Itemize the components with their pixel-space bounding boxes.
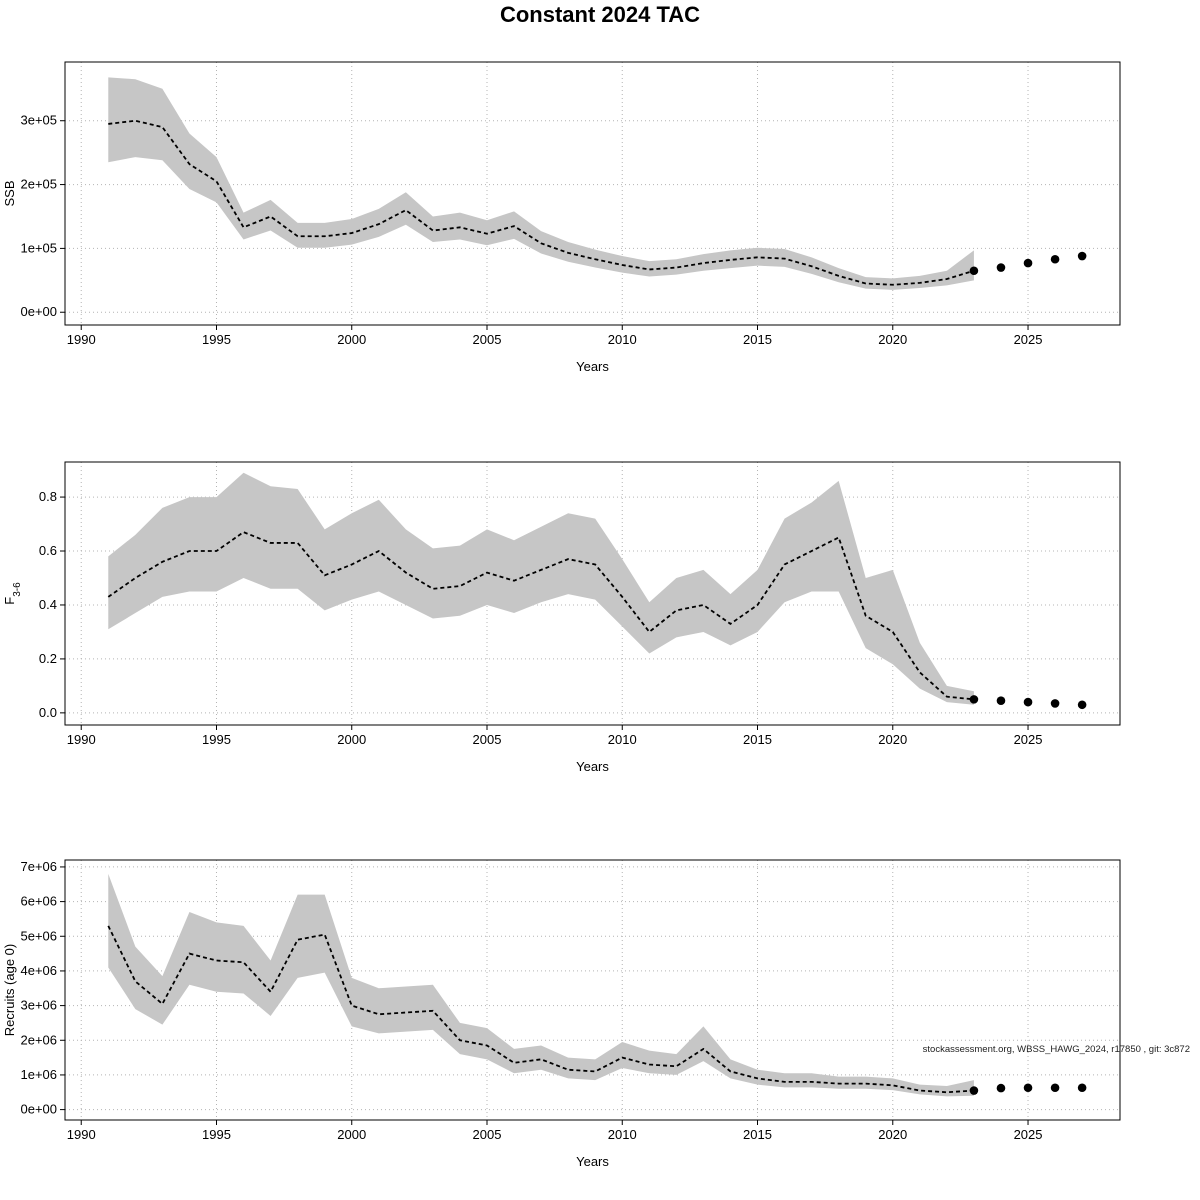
ssb-panel: 1990 1995 2000 2005 2010 2015 2020 2025 0e+00 1e+… (2, 61, 1121, 374)
x-tick-label: 2015 (743, 1127, 772, 1142)
x-tick-label: 2025 (1014, 1127, 1043, 1142)
y-tick-label: 6e+06 (20, 894, 57, 909)
y-tick-label: 0.0 (39, 705, 57, 720)
x-axis-title: Years (576, 759, 609, 774)
fbar-forecast-point (1077, 700, 1087, 710)
x-tick-label: 2025 (1014, 332, 1043, 347)
y-tick-label: 0e+00 (20, 1102, 57, 1117)
y-tick-label: 5e+06 (20, 928, 57, 943)
x-tick-label: 2020 (878, 332, 907, 347)
fbar-panel: 1990 1995 2000 2005 2010 2015 2020 2025 0.0 0.2 0.… (2, 461, 1121, 774)
x-tick-label: 1990 (67, 332, 96, 347)
y-tick-label: 7e+06 (20, 859, 57, 874)
y-tick-label: 3e+06 (20, 998, 57, 1013)
x-tick-label: 1995 (202, 1127, 231, 1142)
y-tick-label: 0.6 (39, 543, 57, 558)
y-tick-label: 0.2 (39, 651, 57, 666)
x-tick-label: 2005 (473, 1127, 502, 1142)
fbar-confidence-band (108, 472, 974, 705)
x-tick-label: 1995 (202, 732, 231, 747)
x-tick-label: 2020 (878, 732, 907, 747)
watermark-text: stockassessment.org, WBSS_HAWG_2024, r17… (923, 1044, 1190, 1055)
ssb-forecast-point (969, 266, 979, 276)
plot-border (64, 61, 1121, 326)
x-tick-label: 2025 (1014, 732, 1043, 747)
recruits-forecast-point (1077, 1083, 1087, 1093)
ssb-forecast-point (1077, 251, 1087, 261)
x-tick-label: 2015 (743, 732, 772, 747)
x-tick-label: 2005 (473, 332, 502, 347)
fbar-forecast-point (1050, 699, 1060, 708)
fbar-forecast-point (996, 696, 1006, 706)
y-tick-label: 2e+05 (20, 177, 57, 192)
recruits-forecast-point (996, 1083, 1006, 1093)
y-tick-label: 0e+00 (20, 304, 57, 319)
y-axis-title: F3-6 (2, 582, 23, 605)
ssb-forecast-point (1023, 258, 1033, 268)
y-axis-title: SSB (2, 180, 17, 206)
x-tick-label: 2020 (878, 1127, 907, 1142)
x-tick-label: 2005 (473, 732, 502, 747)
fbar-forecast-point (1023, 697, 1033, 707)
x-tick-label: 2010 (608, 732, 637, 747)
x-tick-label: 2010 (608, 1127, 637, 1142)
x-tick-label: 2010 (608, 332, 637, 347)
recruits-forecast-point (969, 1086, 979, 1095)
y-tick-label: 0.8 (39, 489, 57, 504)
x-tick-label: 2015 (743, 332, 772, 347)
y-tick-label: 3e+05 (20, 113, 57, 128)
y-tick-label: 2e+06 (20, 1032, 57, 1047)
x-tick-label: 1995 (202, 332, 231, 347)
y-tick-label: 1e+06 (20, 1067, 57, 1082)
x-tick-label: 1990 (67, 1127, 96, 1142)
recruits-panel: 1990 1995 2000 2005 2010 2015 2020 2025 0e+00 1e+… (2, 859, 1190, 1169)
x-axis-title: Years (576, 1154, 609, 1169)
y-axis-title: Recruits (age 0) (2, 944, 17, 1036)
y-tick-label: 0.4 (39, 597, 57, 612)
figure-title: Constant 2024 TAC (499, 2, 701, 27)
plot-border (64, 859, 1121, 1121)
x-tick-label: 1990 (67, 732, 96, 747)
recruits-forecast-point (1050, 1083, 1060, 1093)
plot-border (64, 461, 1121, 726)
x-tick-label: 2000 (337, 732, 366, 747)
ssb-confidence-band (108, 77, 974, 290)
recruits-forecast-point (1023, 1083, 1033, 1093)
x-tick-label: 2000 (337, 1127, 366, 1142)
fbar-estimate-line (107, 531, 975, 701)
recruits-confidence-band (108, 873, 974, 1097)
fbar-forecast-point (969, 695, 979, 704)
x-axis-title: Years (576, 359, 609, 374)
ssb-estimate-line (108, 119, 975, 286)
y-tick-label: 4e+06 (20, 963, 57, 978)
ssb-forecast-point (996, 263, 1006, 272)
x-tick-label: 2000 (337, 332, 366, 347)
y-tick-label: 1e+05 (20, 240, 57, 255)
ssb-forecast-point (1050, 254, 1060, 264)
